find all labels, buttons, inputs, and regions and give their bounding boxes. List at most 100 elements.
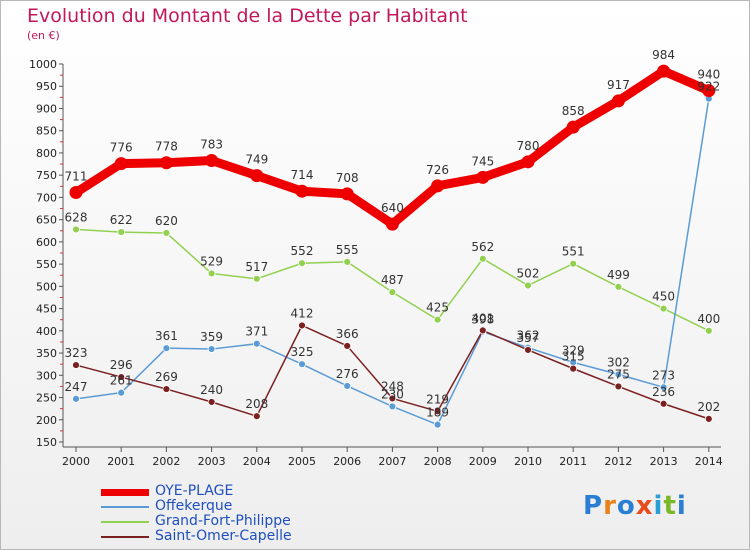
series-lines — [69, 64, 716, 429]
x-tick-label: 2008 — [424, 455, 452, 468]
data-label: 780 — [517, 139, 540, 153]
data-label: 219 — [426, 392, 449, 406]
data-label: 487 — [381, 273, 404, 287]
data-label: 622 — [110, 213, 133, 227]
legend-label: Grand-Fort-Philippe — [155, 513, 291, 529]
data-point — [162, 344, 171, 353]
data-point — [207, 398, 216, 406]
data-label: 269 — [155, 370, 178, 384]
y-tick-label: 1000 — [29, 58, 57, 71]
data-label: 202 — [697, 400, 720, 414]
data-point — [117, 228, 126, 237]
data-label: 552 — [291, 244, 314, 258]
data-point — [252, 412, 261, 421]
data-label: 922 — [697, 80, 720, 94]
data-label: 240 — [200, 383, 223, 397]
data-label: 323 — [65, 346, 88, 360]
data-point — [117, 388, 126, 397]
y-tick-label: 350 — [36, 347, 57, 360]
data-point — [431, 179, 445, 193]
data-label: 499 — [607, 268, 630, 282]
y-tick-label: 950 — [36, 80, 57, 93]
y-tick-label: 400 — [36, 325, 57, 338]
data-point — [117, 373, 126, 381]
data-point — [433, 315, 442, 324]
data-label: 783 — [200, 138, 223, 152]
x-tick-label: 2011 — [559, 455, 587, 468]
data-point — [252, 339, 261, 348]
legend-label: Saint-Omer-Capelle — [155, 528, 292, 544]
data-label: 628 — [65, 210, 88, 224]
x-tick-label: 2006 — [333, 455, 361, 468]
data-point — [343, 342, 352, 350]
data-point — [340, 187, 354, 201]
data-label: 502 — [517, 266, 540, 280]
data-point — [524, 281, 532, 290]
y-tick-label: 200 — [36, 414, 57, 427]
data-label: 425 — [426, 301, 449, 315]
data-point — [659, 383, 668, 392]
x-tick-label: 2014 — [695, 455, 723, 468]
data-label: 555 — [336, 243, 359, 257]
x-tick-label: 2013 — [650, 455, 678, 468]
y-tick-label: 550 — [36, 258, 57, 271]
data-point — [614, 382, 623, 391]
chart-title: Evolution du Montant de la Dette par Hab… — [27, 5, 468, 27]
data-label: 361 — [155, 329, 178, 343]
y-tick-label: 250 — [36, 392, 57, 405]
data-point — [476, 170, 490, 184]
data-point — [343, 382, 352, 390]
y-tick-label: 750 — [36, 169, 57, 182]
data-label: 261 — [110, 374, 133, 388]
y-tick-label: 800 — [36, 147, 57, 160]
y-tick-label: 500 — [36, 280, 57, 293]
data-label: 357 — [517, 331, 540, 345]
data-point — [611, 94, 625, 108]
data-label: 708 — [336, 171, 359, 185]
data-label: 189 — [426, 406, 449, 420]
y-tick-label: 600 — [36, 236, 57, 249]
data-label: 984 — [652, 48, 675, 62]
data-label: 359 — [200, 330, 223, 344]
data-label: 745 — [471, 154, 494, 168]
data-label: 230 — [381, 387, 404, 401]
logo-letter: P — [583, 491, 604, 521]
data-label: 776 — [110, 141, 133, 155]
x-tick-label: 2000 — [62, 455, 90, 468]
logo-letter: x — [635, 491, 654, 521]
y-axis-unit: (en €) — [27, 29, 60, 42]
data-point — [569, 364, 578, 373]
data-label: 273 — [652, 368, 675, 382]
logo-letter: t — [663, 491, 677, 521]
data-label: 450 — [652, 290, 675, 304]
data-point — [524, 346, 532, 354]
data-label: 275 — [607, 367, 630, 381]
data-label: 529 — [200, 254, 223, 268]
data-point — [704, 414, 713, 423]
data-point — [702, 84, 716, 98]
data-point — [433, 407, 442, 416]
data-point — [478, 254, 487, 263]
data-label: 276 — [336, 367, 359, 381]
proxiti-logo: Proxiti — [583, 491, 687, 521]
data-label: 315 — [562, 350, 585, 364]
data-labels: 711 776 778 783 749 714 708 640 726 745 780 858 917 9… — [65, 48, 721, 420]
data-label: 858 — [562, 104, 585, 118]
legend-label: Offekerque — [155, 498, 233, 514]
data-point — [388, 402, 397, 411]
data-point — [252, 274, 261, 283]
data-label: 362 — [517, 329, 540, 343]
logo-letter: o — [616, 491, 636, 521]
tick-labels: 150 200 250 300 350 400 450 500 550 600 650 700 750 8… — [29, 58, 723, 468]
x-tick-label: 2010 — [514, 455, 542, 468]
data-label: 401 — [471, 311, 494, 325]
x-tick-label: 2001 — [107, 455, 135, 468]
data-label: 917 — [607, 78, 630, 92]
data-label: 714 — [291, 168, 314, 182]
data-label: 711 — [65, 170, 88, 184]
data-point — [657, 64, 671, 78]
legend-swatch — [101, 488, 149, 496]
x-tick-label: 2004 — [243, 455, 271, 468]
x-tick-label: 2002 — [152, 455, 180, 468]
